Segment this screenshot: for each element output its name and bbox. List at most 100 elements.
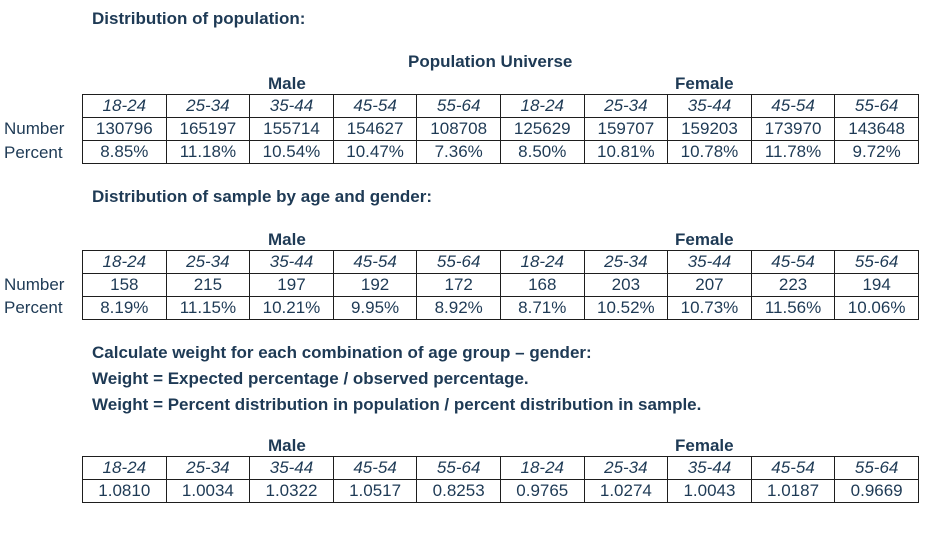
weight-cell: 1.0517	[332, 479, 418, 503]
percent-row: 8.85% 11.18% 10.54% 10.47% 7.36% 8.50% 1…	[82, 140, 919, 164]
age-cell: 18-24	[82, 456, 167, 480]
percent-cell: 10.73%	[667, 296, 752, 320]
number-cell: 173970	[750, 117, 836, 141]
age-cell: 18-24	[499, 456, 585, 480]
number-cell: 165197	[165, 117, 251, 141]
weight-table: 18-24 25-34 35-44 45-54 55-64 18-24 25-3…	[82, 456, 919, 503]
number-cell: 192	[332, 273, 418, 297]
percent-cell: 7.36%	[416, 140, 501, 164]
number-cell: 159707	[583, 117, 669, 141]
number-row: 158 215 197 192 172 168 203 207 223 194	[82, 273, 919, 297]
number-cell: 223	[750, 273, 836, 297]
number-cell: 143648	[834, 117, 919, 141]
female-group-label: Female	[675, 230, 734, 249]
weight-cell: 0.9669	[834, 479, 919, 503]
percent-cell: 11.18%	[165, 140, 251, 164]
age-cell: 35-44	[249, 250, 334, 274]
age-cell: 35-44	[667, 250, 752, 274]
age-cell: 55-64	[416, 94, 501, 118]
age-cell: 45-54	[750, 94, 836, 118]
age-cell: 35-44	[667, 456, 752, 480]
weight-heading-line-3: Weight = Percent distribution in populat…	[92, 395, 702, 414]
percent-cell: 10.54%	[249, 140, 334, 164]
age-cell: 18-24	[82, 250, 167, 274]
number-cell: 155714	[249, 117, 334, 141]
percent-cell: 10.81%	[583, 140, 669, 164]
number-cell: 215	[165, 273, 251, 297]
percent-cell: 9.72%	[834, 140, 919, 164]
weight-cell: 1.0187	[750, 479, 836, 503]
percent-cell: 11.15%	[165, 296, 251, 320]
age-header-row: 18-24 25-34 35-44 45-54 55-64 18-24 25-3…	[82, 456, 919, 480]
age-header-row: 18-24 25-34 35-44 45-54 55-64 18-24 25-3…	[82, 94, 919, 118]
percent-cell: 10.78%	[667, 140, 752, 164]
number-cell: 194	[834, 273, 919, 297]
age-cell: 25-34	[583, 250, 669, 274]
age-cell: 35-44	[667, 94, 752, 118]
population-heading: Distribution of population:	[92, 9, 306, 28]
number-cell: 125629	[499, 117, 585, 141]
weight-heading-line-2: Weight = Expected percentage / observed …	[92, 369, 529, 388]
percent-cell: 8.71%	[499, 296, 585, 320]
age-cell: 35-44	[249, 94, 334, 118]
population-table: 18-24 25-34 35-44 45-54 55-64 18-24 25-3…	[82, 94, 919, 164]
percent-cell: 11.56%	[750, 296, 836, 320]
percent-cell: 10.47%	[332, 140, 418, 164]
age-cell: 45-54	[750, 250, 836, 274]
age-cell: 18-24	[82, 94, 167, 118]
weight-cell: 1.0043	[667, 479, 752, 503]
age-cell: 55-64	[834, 94, 919, 118]
percent-cell: 8.92%	[416, 296, 501, 320]
age-cell: 55-64	[834, 456, 919, 480]
female-group-label: Female	[675, 436, 734, 455]
weight-cell: 1.0810	[82, 479, 167, 503]
number-row-label: Number	[4, 275, 65, 294]
age-cell: 55-64	[834, 250, 919, 274]
number-row: 130796 165197 155714 154627 108708 12562…	[82, 117, 919, 141]
percent-cell: 9.95%	[332, 296, 418, 320]
age-header-row: 18-24 25-34 35-44 45-54 55-64 18-24 25-3…	[82, 250, 919, 274]
percent-cell: 8.85%	[82, 140, 167, 164]
male-group-label: Male	[268, 436, 306, 455]
weight-cell: 1.0274	[583, 479, 669, 503]
weight-cell: 1.0034	[165, 479, 251, 503]
age-cell: 45-54	[750, 456, 836, 480]
percent-cell: 10.06%	[834, 296, 919, 320]
percent-row-label: Percent	[4, 143, 63, 162]
population-universe-title: Population Universe	[408, 52, 573, 71]
age-cell: 55-64	[416, 456, 501, 480]
age-cell: 25-34	[583, 456, 669, 480]
percent-cell: 10.21%	[249, 296, 334, 320]
percent-cell: 8.50%	[499, 140, 585, 164]
percent-cell: 10.52%	[583, 296, 669, 320]
number-cell: 154627	[332, 117, 418, 141]
weight-cell: 1.0322	[249, 479, 334, 503]
number-cell: 159203	[667, 117, 752, 141]
number-cell: 172	[416, 273, 501, 297]
age-cell: 25-34	[165, 94, 251, 118]
number-cell: 130796	[82, 117, 167, 141]
male-group-label: Male	[268, 230, 306, 249]
number-cell: 108708	[416, 117, 501, 141]
number-cell: 197	[249, 273, 334, 297]
weight-heading-line-1: Calculate weight for each combination of…	[92, 343, 592, 362]
age-cell: 25-34	[583, 94, 669, 118]
weight-cell: 0.9765	[499, 479, 585, 503]
age-cell: 45-54	[332, 250, 418, 274]
weight-cell: 0.8253	[416, 479, 501, 503]
age-cell: 45-54	[332, 456, 418, 480]
age-cell: 55-64	[416, 250, 501, 274]
number-cell: 158	[82, 273, 167, 297]
number-cell: 203	[583, 273, 669, 297]
female-group-label: Female	[675, 74, 734, 93]
percent-cell: 8.19%	[82, 296, 167, 320]
age-cell: 35-44	[249, 456, 334, 480]
age-cell: 18-24	[499, 94, 585, 118]
number-cell: 207	[667, 273, 752, 297]
percent-cell: 11.78%	[750, 140, 836, 164]
age-cell: 25-34	[165, 250, 251, 274]
age-cell: 18-24	[499, 250, 585, 274]
male-group-label: Male	[268, 74, 306, 93]
age-cell: 45-54	[332, 94, 418, 118]
number-cell: 168	[499, 273, 585, 297]
